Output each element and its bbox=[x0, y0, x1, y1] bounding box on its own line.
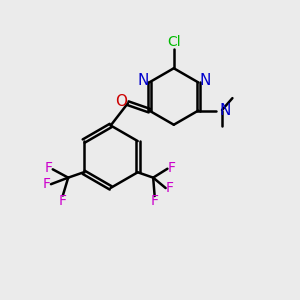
Text: O: O bbox=[116, 94, 128, 109]
Text: F: F bbox=[151, 194, 159, 208]
Text: F: F bbox=[168, 160, 176, 175]
Text: N: N bbox=[220, 103, 231, 118]
Text: F: F bbox=[166, 181, 174, 195]
Text: F: F bbox=[45, 161, 52, 175]
Text: N: N bbox=[137, 74, 148, 88]
Text: Cl: Cl bbox=[167, 35, 181, 50]
Text: F: F bbox=[59, 194, 67, 208]
Text: F: F bbox=[43, 177, 51, 191]
Text: N: N bbox=[199, 74, 211, 88]
